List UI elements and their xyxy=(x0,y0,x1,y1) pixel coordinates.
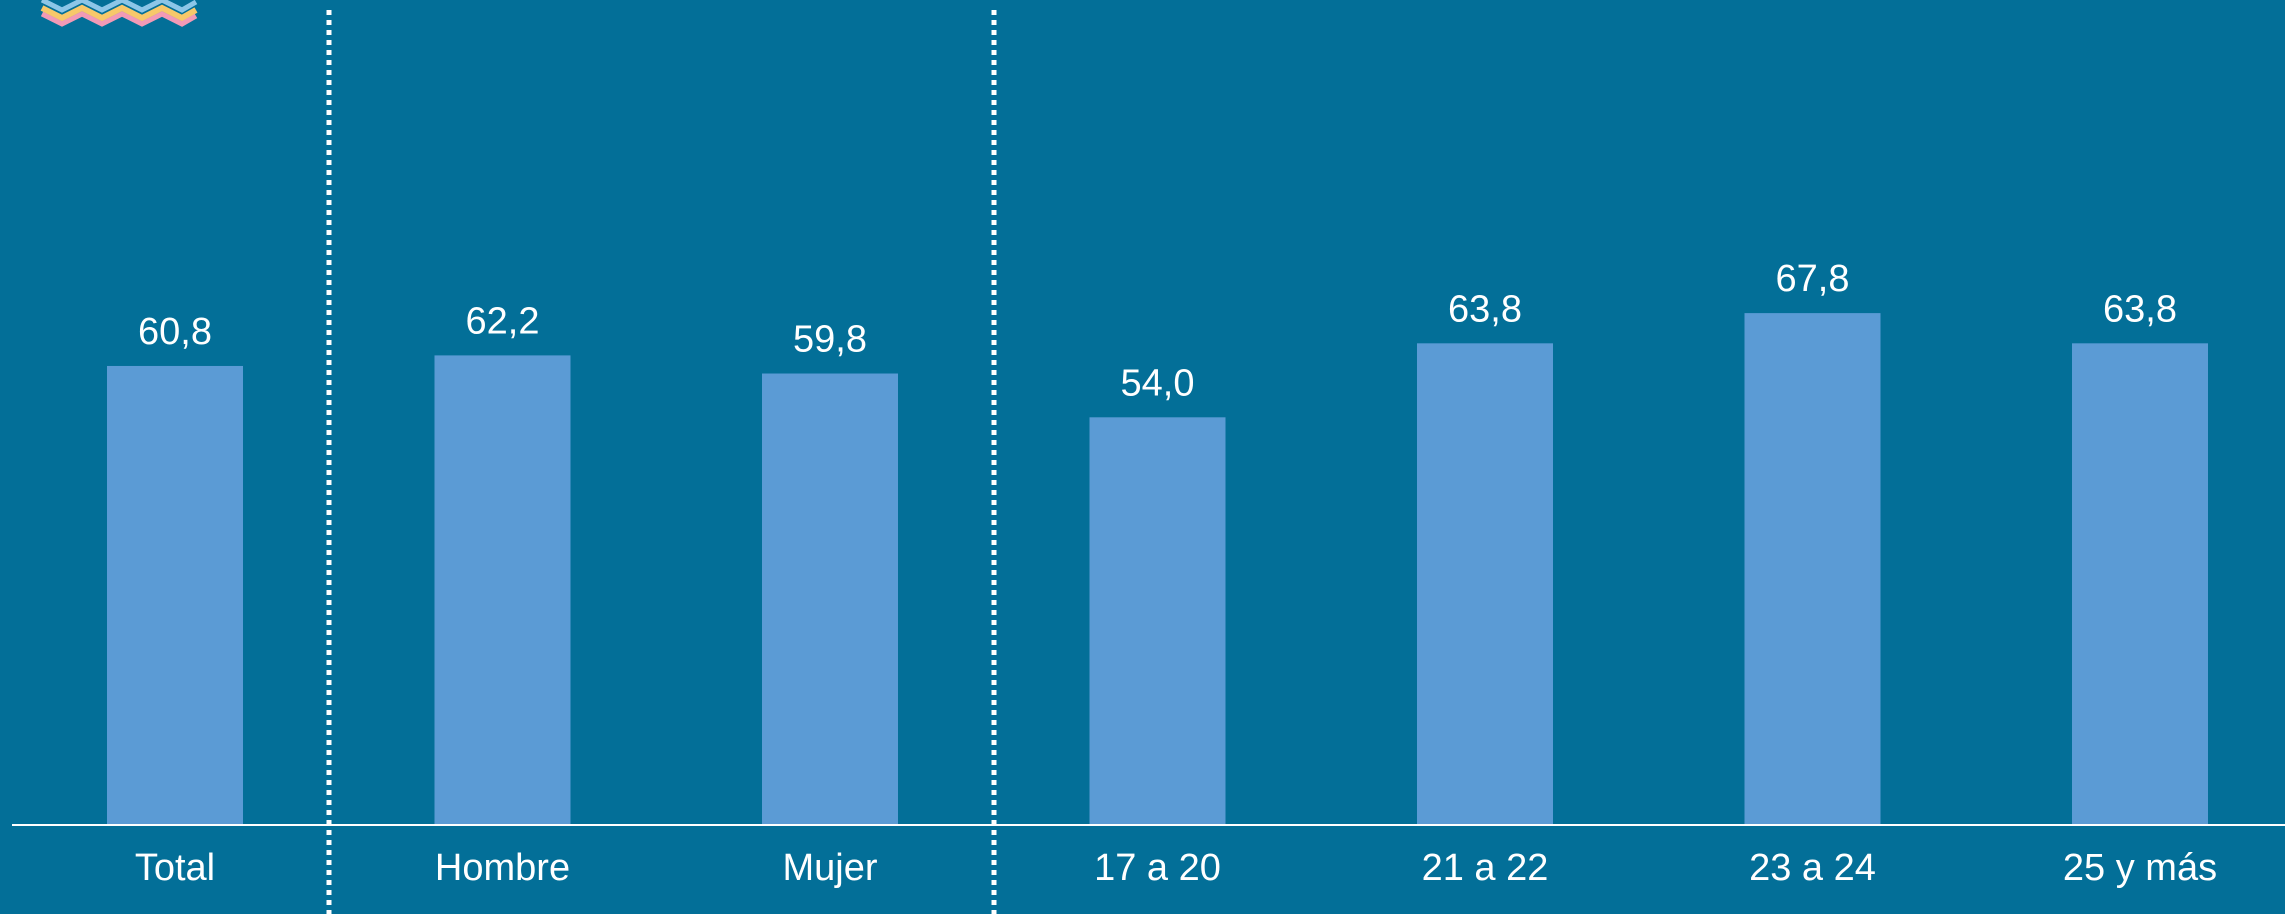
x-tick-label: 25 y más xyxy=(2063,847,2217,889)
bar xyxy=(107,365,243,825)
x-tick-label: 17 a 20 xyxy=(1094,847,1221,889)
logo xyxy=(40,0,198,27)
value-label: 63,8 xyxy=(2103,288,2177,330)
bar xyxy=(1744,313,1881,825)
value-label: 54,0 xyxy=(1121,362,1195,404)
bar xyxy=(434,355,571,825)
value-label: 59,8 xyxy=(793,319,867,361)
value-label: 60,8 xyxy=(138,311,212,353)
x-tick-label: 21 a 22 xyxy=(1422,847,1549,889)
bar xyxy=(1089,417,1226,825)
bar xyxy=(2072,343,2208,825)
value-label: 62,2 xyxy=(466,300,540,342)
x-tick-label: Mujer xyxy=(782,847,877,889)
bar xyxy=(1417,343,1553,825)
value-label: 63,8 xyxy=(1448,288,1522,330)
x-tick-label: Total xyxy=(135,847,215,889)
x-tick-label: 23 a 24 xyxy=(1749,847,1876,889)
x-tick-label: Hombre xyxy=(435,847,570,889)
bar xyxy=(762,373,898,825)
value-label: 67,8 xyxy=(1776,258,1850,300)
